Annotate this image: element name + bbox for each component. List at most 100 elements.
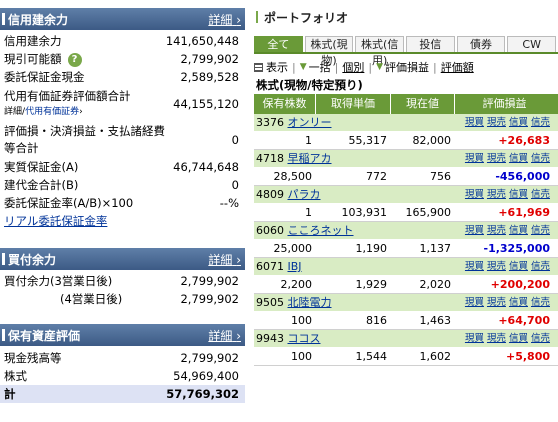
stock-name-link[interactable]: 北陸電力 xyxy=(287,296,332,309)
stock-code: 3376 xyxy=(256,116,284,129)
qty-cell: 2,200 xyxy=(280,278,313,291)
stock-name-link[interactable]: パラカ xyxy=(287,188,321,201)
action-link[interactable]: 現売 xyxy=(486,297,506,308)
col-price: 現在値 xyxy=(391,94,455,114)
action-link[interactable]: 現売 xyxy=(486,189,506,200)
portfolio-header: ポートフォリオ xyxy=(254,6,558,28)
trade-actions: 現買 現売 信買 信売 xyxy=(455,186,554,203)
tab-stock-margin[interactable]: 株式(信用) xyxy=(355,36,405,67)
qty-cell: 100 xyxy=(291,350,312,363)
action-link[interactable]: 信売 xyxy=(530,153,550,164)
action-link[interactable]: 現売 xyxy=(486,333,506,344)
tab-bonds[interactable]: 債券 xyxy=(456,36,506,52)
credit-row: 委託保証金率(A/B)×100 --% xyxy=(4,196,239,210)
col-cost: 取得単価 xyxy=(316,94,391,114)
action-link[interactable]: 信買 xyxy=(508,333,528,344)
cost-cell: 103,931 xyxy=(341,206,388,219)
action-link[interactable]: 現売 xyxy=(486,261,506,272)
action-link[interactable]: 信買 xyxy=(508,261,528,272)
credit-detail-link[interactable]: 詳細 › xyxy=(208,12,241,27)
holding-name-row: 9505 北陸電力 現買 現売 信買 信売 xyxy=(254,294,558,311)
stock-code: 6071 xyxy=(256,260,284,273)
view-pl[interactable]: 評価損益 xyxy=(385,61,429,74)
action-link[interactable]: 現買 xyxy=(464,297,484,308)
price-cell: 1,602 xyxy=(419,350,452,363)
tab-stock-cash[interactable]: 株式(現物) xyxy=(304,36,354,67)
qty-cell: 1 xyxy=(305,134,312,147)
action-link[interactable]: 信買 xyxy=(508,189,528,200)
credit-row: 代用有価証券評価額合計 詳細/代用有価証券› 44,155,120 xyxy=(0,86,245,122)
assets-total-row: 計 57,769,302 xyxy=(0,385,245,403)
chevron-right-icon: › xyxy=(79,107,83,117)
holding-name-row: 3376 オンリー 現買 現売 信買 信売 xyxy=(254,114,558,131)
action-link[interactable]: 信売 xyxy=(530,333,550,344)
credit-row: 信用建余力 141,650,448 xyxy=(4,34,239,48)
action-link[interactable]: 現売 xyxy=(486,225,506,236)
cost-cell: 816 xyxy=(366,314,387,327)
price-cell: 2,020 xyxy=(419,278,452,291)
action-link[interactable]: 現買 xyxy=(464,153,484,164)
buying-detail-link[interactable]: 詳細 › xyxy=(208,252,241,267)
stock-name-link[interactable]: こころネット xyxy=(287,224,354,237)
action-link[interactable]: 現買 xyxy=(464,261,484,272)
action-link[interactable]: 信売 xyxy=(530,297,550,308)
action-link[interactable]: 現売 xyxy=(486,153,506,164)
view-individual[interactable]: 個別 xyxy=(342,61,365,74)
collateral-securities-link[interactable]: 代用有価証券 xyxy=(25,107,80,117)
holding-name-row: 6071 IBJ 現買 現売 信買 信売 xyxy=(254,258,558,275)
chevron-right-icon: › xyxy=(236,252,241,267)
assets-title: 保有資産評価 xyxy=(8,328,81,343)
stock-name-link[interactable]: 早稲アカ xyxy=(287,152,332,165)
action-link[interactable]: 現売 xyxy=(486,117,506,128)
cost-cell: 55,317 xyxy=(348,134,388,147)
action-link[interactable]: 信買 xyxy=(508,225,528,236)
pl-cell: +26,683 xyxy=(498,134,550,147)
holding-name-row: 6060 こころネット 現買 現売 信買 信売 xyxy=(254,222,558,239)
action-link[interactable]: 現買 xyxy=(464,333,484,344)
buying-header: 買付余力 詳細 › xyxy=(0,248,245,270)
stock-name-link[interactable]: オンリー xyxy=(287,116,332,129)
action-link[interactable]: 現買 xyxy=(464,189,484,200)
view-bulk[interactable]: 一括 xyxy=(308,61,331,74)
price-cell: 1,463 xyxy=(419,314,452,327)
left-panel: 信用建余力 詳細 › 信用建余力 141,650,448 現引可能額? 2,799,… xyxy=(0,0,245,403)
tab-cw[interactable]: CW xyxy=(507,36,557,52)
buying-row: 買付余力(3営業日後) 2,799,902 xyxy=(4,274,239,288)
action-link[interactable]: 現買 xyxy=(464,117,484,128)
action-link[interactable]: 現買 xyxy=(464,225,484,236)
stock-code: 4718 xyxy=(256,152,284,165)
holding-data-row: 1 55,317 82,000 +26,683 xyxy=(254,131,558,150)
credit-row: 現引可能額? 2,799,902 xyxy=(4,52,239,67)
action-link[interactable]: 信買 xyxy=(508,117,528,128)
view-bar: 表示 | ▼ 一括 | 個別 | ▼ 評価損益 | 評価額 xyxy=(254,57,558,77)
assets-detail-link[interactable]: 詳細 › xyxy=(208,328,241,343)
stock-code: 6060 xyxy=(256,224,284,237)
stock-code: 9505 xyxy=(256,296,284,309)
realtime-margin-link[interactable]: リアル委託保証金率 xyxy=(4,214,108,228)
pl-cell: +5,800 xyxy=(505,350,550,363)
view-pl-rate[interactable]: 評価額 xyxy=(440,61,474,74)
action-link[interactable]: 信売 xyxy=(530,189,550,200)
credit-row: リアル委託保証金率 xyxy=(0,212,245,230)
holdings-header: 保有株数 取得単価 現在値 評価損益 xyxy=(254,94,558,114)
stock-name-link[interactable]: IBJ xyxy=(287,260,302,273)
tab-funds[interactable]: 投信 xyxy=(406,36,455,52)
stock-code: 9943 xyxy=(256,332,284,345)
section-title: 株式(現物/特定預り) xyxy=(256,78,363,92)
action-link[interactable]: 信売 xyxy=(530,261,550,272)
action-link[interactable]: 信買 xyxy=(508,153,528,164)
stock-name-link[interactable]: ココス xyxy=(287,332,321,345)
trade-actions: 現買 現売 信買 信売 xyxy=(455,150,554,167)
cost-cell: 1,929 xyxy=(355,278,388,291)
help-icon[interactable]: ? xyxy=(67,52,82,67)
holdings-list: 3376 オンリー 現買 現売 信買 信売 1 55,317 82,000 +26,683 471… xyxy=(254,114,558,366)
holding-name-row: 4718 早稲アカ 現買 現売 信買 信売 xyxy=(254,150,558,167)
assets-row: 現金残高等 2,799,902 xyxy=(4,351,239,365)
tab-all[interactable]: 全て xyxy=(254,36,303,52)
holding-name-row: 9943 ココス 現買 現売 信買 信売 xyxy=(254,330,558,347)
action-link[interactable]: 信売 xyxy=(530,225,550,236)
display-label: 表示 xyxy=(266,61,288,74)
action-link[interactable]: 信買 xyxy=(508,297,528,308)
action-link[interactable]: 信売 xyxy=(530,117,550,128)
pl-cell: +64,700 xyxy=(498,314,550,327)
